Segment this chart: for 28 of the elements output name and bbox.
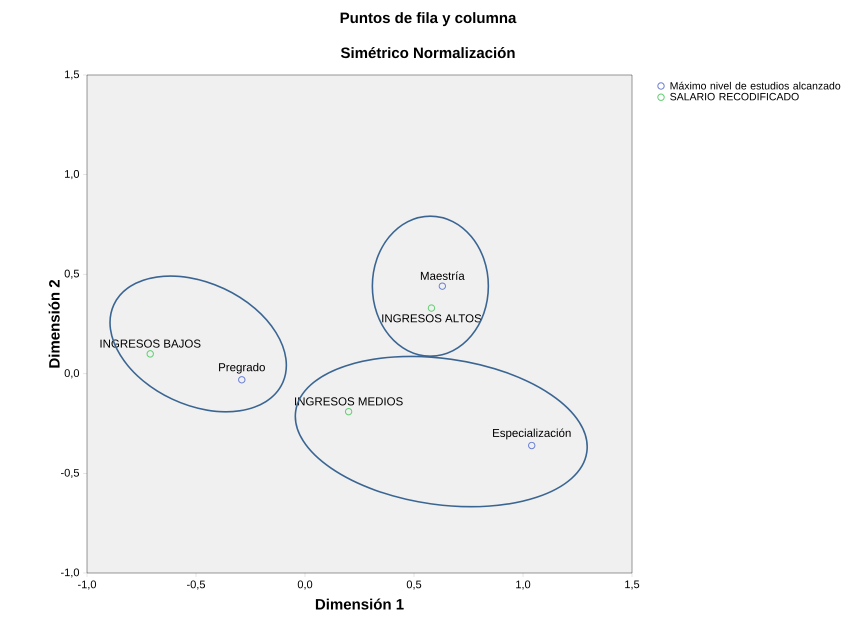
legend-label: Máximo nivel de estudios alcanzado <box>670 82 840 90</box>
point <box>146 350 154 358</box>
annotation: Pregrado <box>219 362 265 374</box>
point <box>344 408 352 416</box>
x-axis-title: Dimensión 1 <box>316 598 404 610</box>
annotation: INGRESOS ALTOS <box>382 314 482 322</box>
x-tick-label: 1,5 <box>625 580 640 590</box>
x-tick-label: -1,0 <box>78 580 96 590</box>
chart-title: Puntos de fila y columna <box>340 12 516 26</box>
annotation: Especialización <box>493 428 571 440</box>
point <box>528 442 536 450</box>
point <box>438 282 446 290</box>
point <box>428 304 436 312</box>
y-tick-label: 0,0 <box>64 369 80 378</box>
legend-label: SALARIO RECODIFICADO <box>670 92 799 100</box>
x-tick-label: 0,5 <box>406 580 422 590</box>
x-tick-label: 0,0 <box>298 580 312 590</box>
y-tick-label: 0,5 <box>64 270 80 279</box>
y-tick-label: 1,5 <box>65 70 80 80</box>
x-tick-label: 1,0 <box>516 580 530 590</box>
annotation: Maestría <box>420 271 465 280</box>
chart-subtitle: Simétrico Normalización <box>340 46 515 58</box>
y-tick-label: -0,5 <box>61 468 80 478</box>
y-tick-label: 1,0 <box>65 170 80 180</box>
point <box>238 376 246 384</box>
x-tick-label: -0,5 <box>187 580 206 590</box>
y-tick-label: -1,0 <box>61 568 80 578</box>
y-axis-title: Dimensión 2 <box>48 280 60 368</box>
